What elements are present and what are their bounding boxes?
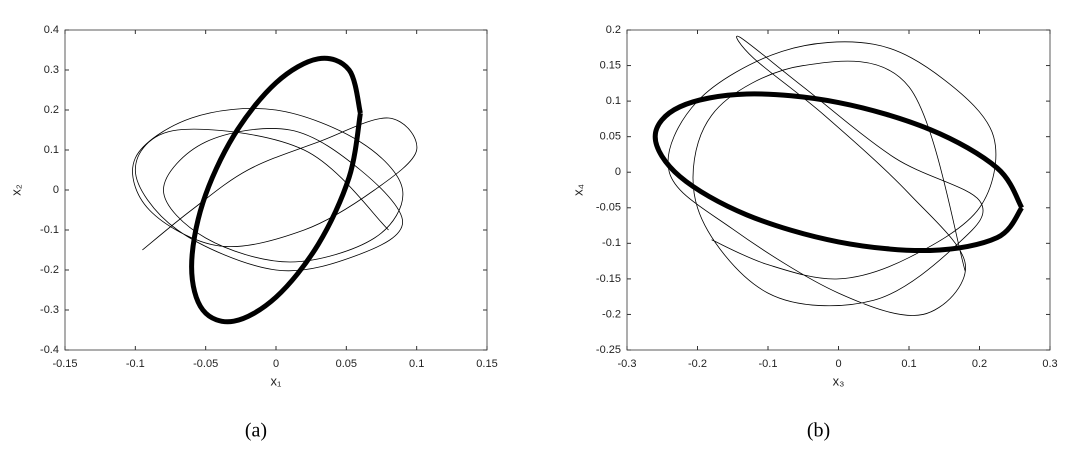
x-tick-label: 0 (835, 358, 841, 370)
trajectory (652, 91, 1025, 254)
x-tick-label: -0.3 (618, 358, 637, 370)
y-tick-label: 0.3 (44, 64, 59, 76)
y-tick-label: -0.15 (596, 273, 621, 285)
x-tick-label: 0.05 (336, 358, 357, 370)
y-tick-label: 0.4 (44, 24, 59, 36)
x-tick-label: -0.1 (759, 358, 778, 370)
trajectory (132, 108, 418, 272)
y-tick-label: 0 (615, 166, 621, 178)
x-axis-label: x₁ (271, 373, 283, 388)
trajectory (189, 55, 363, 325)
x-tick-label: -0.1 (126, 358, 145, 370)
y-tick-label: 0.15 (600, 59, 621, 71)
y-tick-label: 0.2 (44, 104, 59, 116)
y-axis-label: x₂ (8, 184, 23, 196)
y-tick-label: -0.1 (602, 237, 621, 249)
x-tick-label: -0.05 (193, 358, 218, 370)
y-tick-label: 0 (53, 184, 59, 196)
x-tick-label: 0.2 (972, 358, 987, 370)
y-tick-label: -0.2 (602, 308, 621, 320)
y-tick-label: 0.1 (44, 144, 59, 156)
plot-frame (626, 29, 1051, 351)
x-tick-label: -0.2 (688, 358, 707, 370)
caption: (b) (807, 420, 830, 442)
y-tick-label: -0.2 (40, 264, 59, 276)
x-tick-label: -0.15 (52, 358, 77, 370)
y-tick-label: 0.05 (600, 131, 621, 143)
caption: (a) (245, 420, 267, 442)
y-axis-label: x₄ (570, 184, 585, 196)
x-tick-label: 0.3 (1042, 358, 1057, 370)
plot-frame (64, 29, 488, 351)
y-tick-label: -0.25 (596, 344, 621, 356)
y-tick-label: -0.3 (40, 304, 59, 316)
x-tick-label: 0 (273, 358, 279, 370)
y-tick-label: -0.1 (40, 224, 59, 236)
x-tick-label: 0.15 (476, 358, 497, 370)
x-tick-label: 0.1 (901, 358, 916, 370)
trajectory (667, 35, 997, 316)
y-tick-label: -0.4 (40, 344, 59, 356)
x-axis-label: x₃ (833, 373, 845, 388)
x-tick-label: 0.1 (409, 358, 424, 370)
y-tick-label: -0.05 (596, 202, 621, 214)
y-tick-label: 0.2 (606, 24, 621, 36)
y-tick-label: 0.1 (606, 95, 621, 107)
